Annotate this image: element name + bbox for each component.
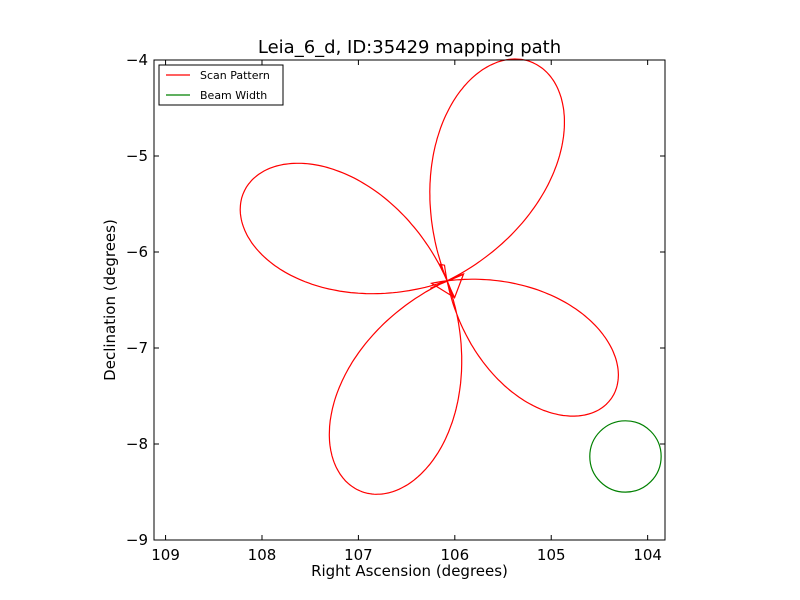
chart-title: Leia_6_d, ID:35429 mapping path (258, 37, 561, 58)
x-tick-label: 106 (440, 546, 469, 564)
scan-pattern-line (239, 58, 620, 495)
y-tick-label: −6 (126, 243, 148, 261)
plot-frame (153, 59, 666, 541)
ticks-layer: 109 108 107 106 105 104 −4 −5 −6 −7 −8 −9 (126, 51, 665, 564)
x-tick-label: 107 (344, 546, 373, 564)
y-tick-label: −8 (126, 435, 148, 453)
y-tick-label: −4 (126, 51, 148, 69)
y-tick-label: −7 (126, 339, 148, 357)
beam-width-circle (589, 420, 662, 493)
plot-area (154, 60, 665, 540)
y-tick-label: −5 (126, 147, 148, 165)
legend: Scan Pattern Beam Width (158, 64, 284, 106)
x-axis-label: Right Ascension (degrees) (311, 562, 508, 580)
y-tick-label: −9 (126, 531, 148, 549)
legend-box (158, 64, 284, 106)
y-axis-label: Declination (degrees) (101, 219, 119, 381)
legend-label-scan-pattern: Scan Pattern (200, 69, 270, 82)
x-tick-label: 108 (248, 546, 277, 564)
x-tick-label: 105 (537, 546, 566, 564)
x-tick-label: 109 (151, 546, 180, 564)
x-tick-label: 104 (633, 546, 662, 564)
legend-label-beam-width: Beam Width (200, 89, 267, 102)
series-layer (239, 58, 662, 495)
